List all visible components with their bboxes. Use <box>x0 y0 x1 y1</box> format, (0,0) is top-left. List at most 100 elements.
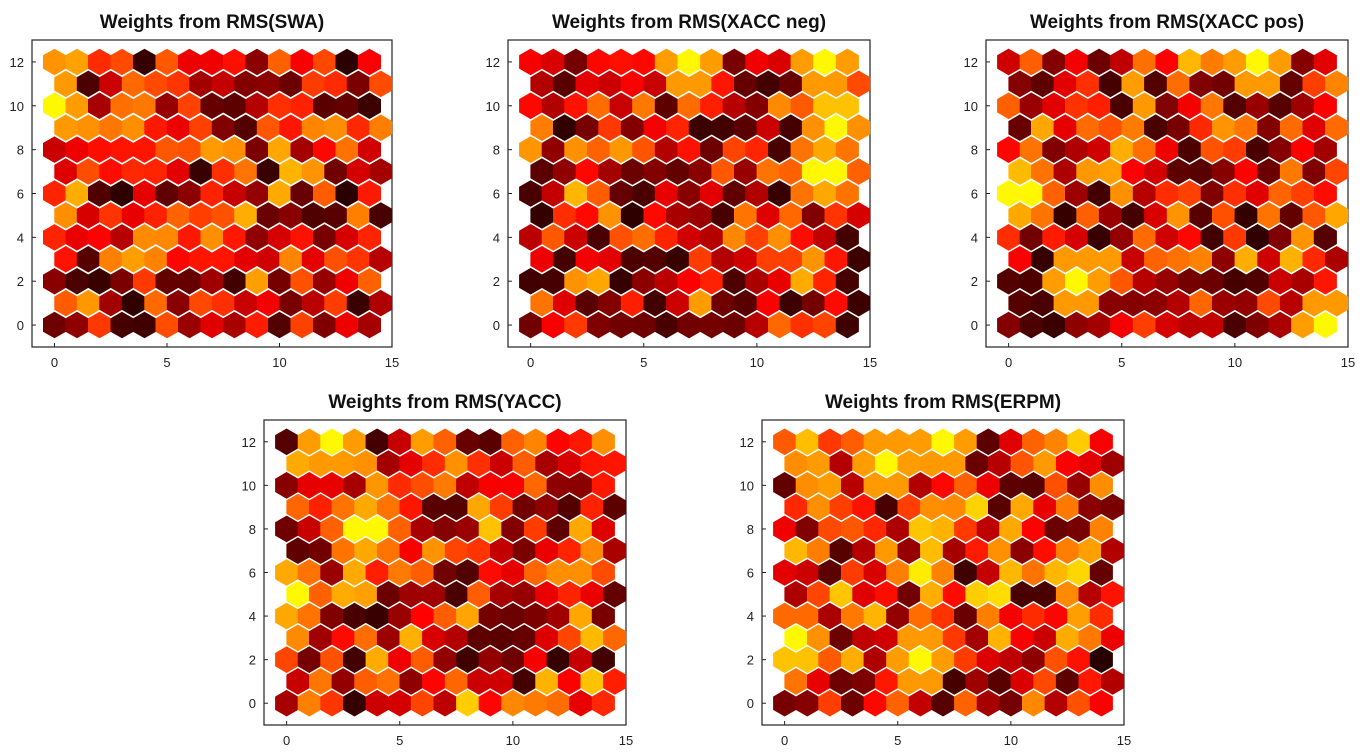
hex-cell <box>768 267 791 295</box>
hex-cell <box>331 668 355 695</box>
y-tick-label: 4 <box>17 230 24 245</box>
hex-cell <box>1087 267 1111 295</box>
hex-cell <box>410 602 434 630</box>
hex-cell <box>1313 136 1337 163</box>
hex-cell <box>1313 311 1337 339</box>
hex-cell <box>700 180 724 207</box>
hex-cell <box>490 493 514 521</box>
hex-cell <box>632 224 656 251</box>
hex-cell <box>1246 92 1269 120</box>
x-tick-label: 0 <box>51 355 58 370</box>
hex-cell <box>908 515 932 543</box>
hex-cell <box>388 689 412 717</box>
hex-cell <box>519 92 543 120</box>
hex-cell <box>897 668 921 695</box>
hex-cell <box>632 136 656 163</box>
hex-cell <box>700 267 724 295</box>
hex-cell <box>478 559 502 586</box>
hex-cell <box>189 202 213 229</box>
hex-cell <box>643 114 667 141</box>
y-tick-label: 0 <box>17 318 24 333</box>
hex-cell <box>598 289 622 317</box>
hex-cell <box>313 92 336 119</box>
y-tick-label: 12 <box>964 55 978 70</box>
hex-cell <box>1132 136 1156 163</box>
hex-cell <box>603 450 627 477</box>
hex-cell <box>512 493 536 521</box>
hex-cell <box>591 602 615 630</box>
hex-cell <box>54 70 78 98</box>
hex-cell <box>1121 70 1145 98</box>
hex-cell <box>1200 267 1224 295</box>
hex-cell <box>1212 246 1236 273</box>
hex-cell <box>654 180 678 207</box>
hex-cell <box>245 136 269 163</box>
hex-cell <box>784 537 808 564</box>
hex-cell <box>512 624 536 652</box>
hex-cell <box>835 180 859 207</box>
hex-cell <box>841 472 864 499</box>
hex-cell <box>268 48 291 76</box>
hex-cell <box>121 70 145 98</box>
hex-cell <box>444 493 468 521</box>
hex-cell <box>988 581 1012 608</box>
hex-cell <box>54 246 78 273</box>
hex-cell <box>807 537 831 564</box>
hex-cell <box>1089 472 1113 499</box>
hex-cell <box>1010 450 1034 477</box>
hex-cell <box>835 311 859 339</box>
hex-cell <box>1044 472 1068 499</box>
x-tick-label: 0 <box>1005 355 1012 370</box>
hex-cell <box>155 180 179 207</box>
hex-cell <box>331 493 355 521</box>
hex-cell <box>166 158 190 185</box>
hex-cell <box>43 180 66 207</box>
hex-cell <box>530 289 554 317</box>
hex-cell <box>609 92 633 120</box>
hex-cell <box>133 48 156 76</box>
hex-cell <box>530 114 554 141</box>
hex-cell <box>1076 158 1100 185</box>
hex-cell <box>847 114 871 141</box>
hex-cell <box>297 559 321 586</box>
x-tick-label: 15 <box>385 355 399 370</box>
hex-cell <box>335 92 359 119</box>
hex-cell <box>433 515 457 543</box>
hex-cell <box>275 689 299 717</box>
hex-cell <box>178 92 201 119</box>
hex-cell <box>1257 202 1281 229</box>
y-tick-label: 8 <box>493 143 500 158</box>
hex-cell <box>444 624 468 652</box>
hex-cell <box>1065 267 1088 295</box>
hex-cell <box>1291 180 1315 207</box>
hex-cell <box>801 114 825 141</box>
hex-cell <box>654 224 678 251</box>
hex-cell <box>313 311 336 339</box>
hex-cell <box>1065 224 1088 251</box>
hex-cell <box>200 268 224 295</box>
hex-cell <box>1067 472 1091 499</box>
hex-cell <box>1121 289 1145 317</box>
hex-cell <box>931 472 955 499</box>
hex-cell <box>433 559 457 586</box>
hex-cell <box>43 136 66 163</box>
hex-cell <box>1268 180 1292 207</box>
hex-cell <box>1246 267 1269 295</box>
hex-cell <box>1042 267 1066 295</box>
x-tick-label: 10 <box>506 733 520 748</box>
hex-cell <box>519 267 543 295</box>
hex-cell <box>1302 289 1326 317</box>
hex-cell <box>1166 114 1190 141</box>
hex-cell <box>1044 646 1068 673</box>
hex-cell <box>580 624 604 652</box>
hex-cell <box>988 493 1012 521</box>
hex-cell <box>422 493 446 521</box>
hex-cell <box>841 689 864 717</box>
hex-cell <box>643 70 667 98</box>
hex-cell <box>309 581 333 608</box>
y-tick-label: 4 <box>971 230 978 245</box>
hex-cell <box>829 537 853 564</box>
hex-cell <box>54 289 78 317</box>
hex-cell <box>1010 581 1034 608</box>
hex-cell <box>976 646 1000 673</box>
